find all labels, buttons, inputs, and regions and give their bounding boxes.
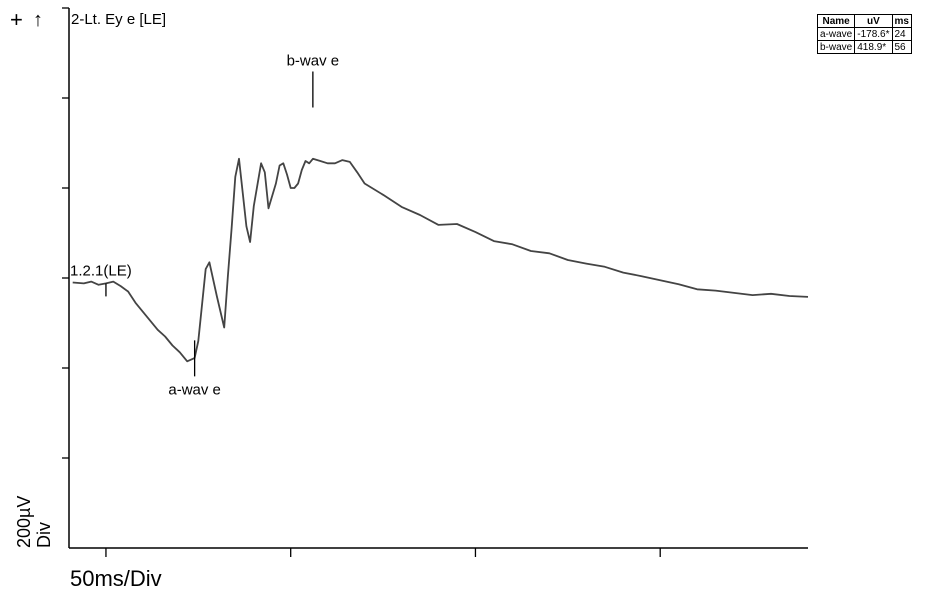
results-header-ms: ms [891,14,912,28]
results-table-header-row: Name uV ms [816,14,912,28]
results-header-name: Name [816,14,856,28]
y-axis-unit-label: Div [34,522,54,548]
x-axis-label: 50ms/Div [70,566,162,591]
results-cell-ms: 56 [891,40,912,54]
a-wave-label: a-wav e [168,381,221,398]
results-cell-name: a-wave [816,27,856,41]
results-table: Name uV ms a-wave -178.6* 24 b-wave 418.… [816,14,912,54]
results-cell-uv: -178.6* [854,27,893,41]
results-cell-uv: 418.9* [854,40,893,54]
trace-label: 1.2.1(LE) [70,262,132,279]
results-cell-ms: 24 [891,27,912,41]
results-header-uv: uV [854,14,893,28]
plus-icon[interactable]: + [10,7,23,32]
y-axis-label: 200µV [14,496,34,548]
table-row: b-wave 418.9* 56 [816,40,912,54]
arrow-up-icon[interactable]: ↑ [33,9,43,31]
b-wave-label: b-wav e [287,52,340,69]
chart-title: 2-Lt. Ey e [LE] [71,11,166,28]
results-cell-name: b-wave [816,40,856,54]
erg-trace-line [72,157,809,363]
table-row: a-wave -178.6* 24 [816,27,912,41]
